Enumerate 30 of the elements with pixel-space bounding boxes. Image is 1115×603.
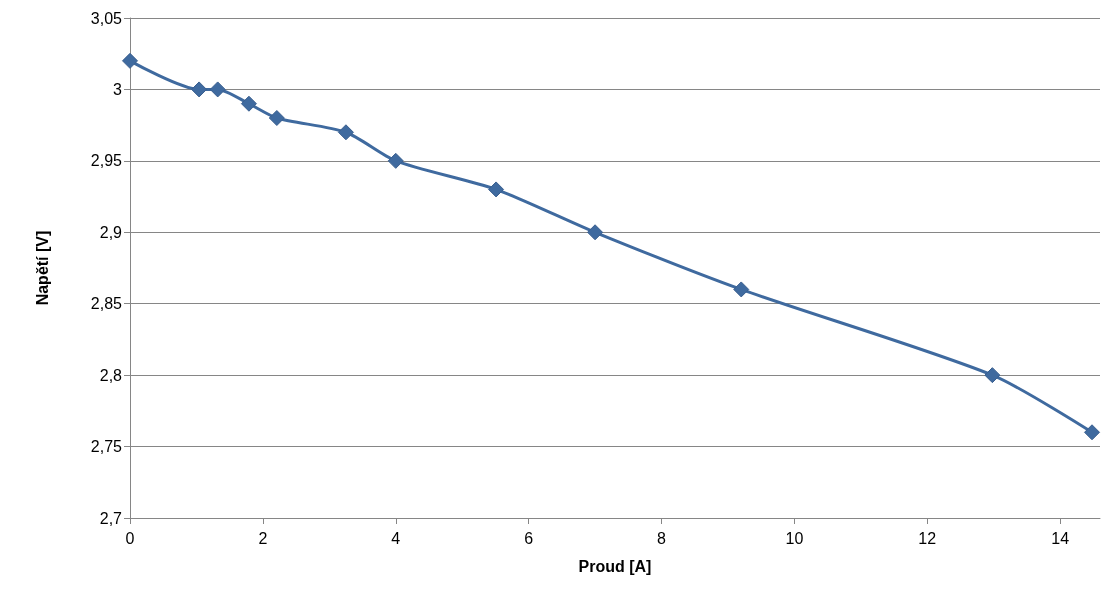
point xyxy=(488,181,505,198)
y-tick-label: 2,8 xyxy=(99,366,123,384)
x-tick-label: 4 xyxy=(391,529,401,547)
point xyxy=(387,152,404,169)
point xyxy=(209,81,226,98)
point xyxy=(337,124,354,141)
x-tick-label: 0 xyxy=(125,529,135,547)
point xyxy=(733,281,750,298)
y-tick-label: 2,85 xyxy=(90,295,123,313)
point xyxy=(1084,424,1101,441)
x-tick-label: 6 xyxy=(524,529,534,547)
y-tick-label: 2,75 xyxy=(90,438,123,456)
x-tick-label: 10 xyxy=(785,529,804,547)
point xyxy=(122,52,138,69)
y-tick-label: 2,95 xyxy=(90,152,123,170)
y-tick-label: 2,7 xyxy=(99,509,123,527)
y-tick-label: 2,9 xyxy=(99,223,123,241)
x-tick-label: 8 xyxy=(657,529,667,547)
point xyxy=(191,81,208,98)
x-tick-label: 2 xyxy=(258,529,268,547)
point xyxy=(240,95,257,112)
point xyxy=(268,110,285,126)
x-axis-title: Proud [A] xyxy=(578,557,652,575)
point xyxy=(587,224,604,241)
y-axis-title: Napětí [V] xyxy=(33,230,51,306)
x-tick-label: 14 xyxy=(1051,529,1070,547)
y-tick-label: 3,05 xyxy=(90,9,123,27)
x-tick-label: 12 xyxy=(918,529,937,547)
point xyxy=(984,367,1001,384)
y-tick-label: 3 xyxy=(113,80,123,98)
